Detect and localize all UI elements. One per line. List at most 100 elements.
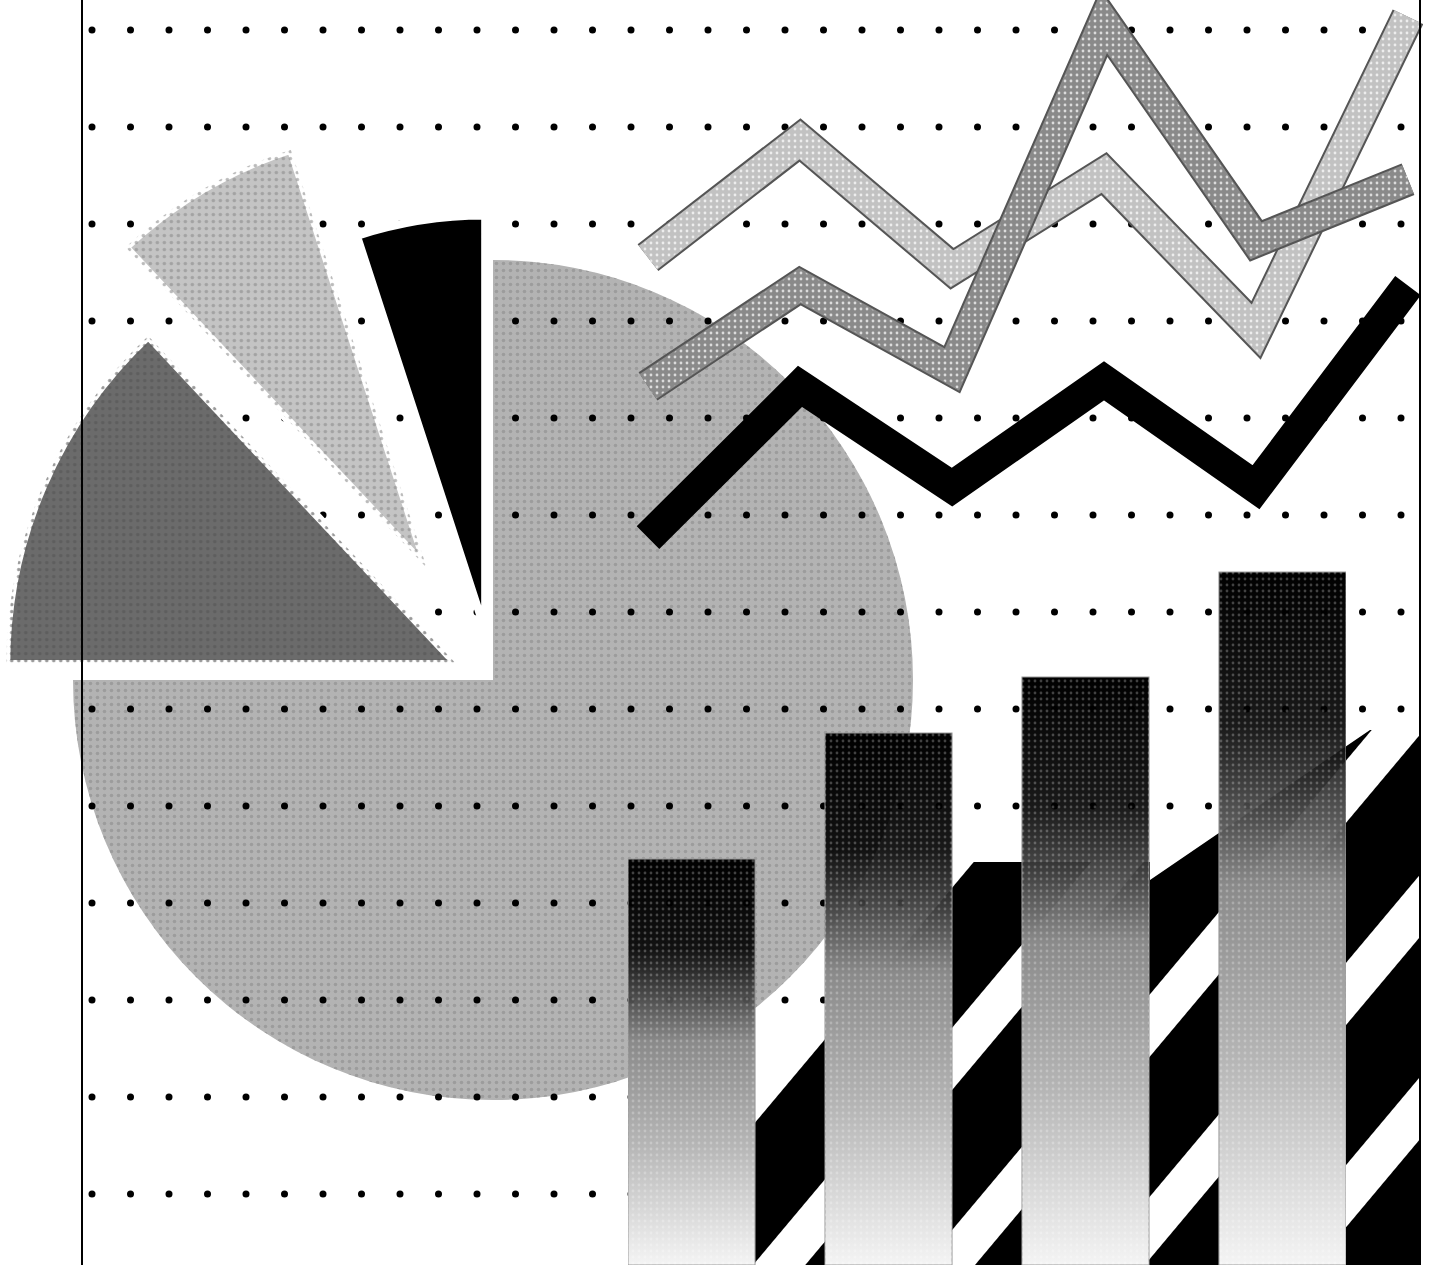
grid-dot xyxy=(897,415,904,422)
grid-dot xyxy=(243,900,250,907)
grid-dot xyxy=(1090,221,1097,228)
grid-dot xyxy=(1128,609,1135,616)
slice-texture xyxy=(126,150,427,568)
grid-dot xyxy=(1205,124,1212,131)
grid-dot xyxy=(281,900,288,907)
line-outline xyxy=(648,22,1408,386)
grid-dot xyxy=(974,609,981,616)
grid-dot xyxy=(782,221,789,228)
grid-dot xyxy=(281,124,288,131)
bar xyxy=(825,733,952,1265)
grid-dot xyxy=(666,609,673,616)
grid-dot xyxy=(859,512,866,519)
grid-dot xyxy=(743,221,750,228)
frame-line xyxy=(81,0,83,1265)
grid-dot xyxy=(1013,803,1020,810)
grid-dot xyxy=(1128,512,1135,519)
grid-dot xyxy=(243,27,250,34)
grid-dot xyxy=(551,124,558,131)
grid-dot xyxy=(435,512,442,519)
grid-dot xyxy=(1013,512,1020,519)
grid-dot xyxy=(705,512,712,519)
grid-dot xyxy=(589,609,596,616)
grid-dot xyxy=(1167,27,1174,34)
grid-dot xyxy=(320,27,327,34)
grid-dot xyxy=(820,706,827,713)
grid-dot xyxy=(243,124,250,131)
grid-dot xyxy=(1359,512,1366,519)
grid-dot xyxy=(474,900,481,907)
grid-dot xyxy=(204,1094,211,1101)
grid-dot xyxy=(512,706,519,713)
grid-dot xyxy=(127,1094,134,1101)
grid-dot xyxy=(782,997,789,1004)
grid-dot xyxy=(435,803,442,810)
grid-dot xyxy=(551,1191,558,1198)
grid-dot xyxy=(936,512,943,519)
grid-dot xyxy=(551,803,558,810)
grid-dot xyxy=(551,415,558,422)
grid-dot xyxy=(474,997,481,1004)
grid-dot xyxy=(1205,318,1212,325)
grid-dot xyxy=(281,27,288,34)
bar xyxy=(1219,572,1346,1265)
grid-dot xyxy=(628,221,635,228)
grid-dot xyxy=(474,124,481,131)
grid-dot xyxy=(1321,318,1328,325)
grid-dot xyxy=(204,997,211,1004)
grid-dot xyxy=(243,1191,250,1198)
grid-dot xyxy=(628,124,635,131)
grid-dot xyxy=(89,803,96,810)
grid-dot xyxy=(1205,221,1212,228)
line-texture xyxy=(648,22,1408,386)
grid-dot xyxy=(89,997,96,1004)
grid-dot xyxy=(628,609,635,616)
grid-dot xyxy=(243,997,250,1004)
grid-dot xyxy=(666,27,673,34)
grid-dot xyxy=(743,124,750,131)
grid-dot xyxy=(782,706,789,713)
grid-dot xyxy=(628,512,635,519)
grid-dot xyxy=(974,221,981,228)
grid-dot xyxy=(897,706,904,713)
pie-slice xyxy=(357,216,485,631)
grid-dot xyxy=(974,512,981,519)
grid-dot xyxy=(320,1094,327,1101)
grid-dot xyxy=(89,27,96,34)
plot-lines xyxy=(648,17,1408,538)
grid-dot xyxy=(1128,124,1135,131)
grid-dot xyxy=(435,609,442,616)
grid-dot xyxy=(1167,803,1174,810)
grid-dot xyxy=(512,1191,519,1198)
grid-dot xyxy=(1244,27,1251,34)
plot-bars xyxy=(628,572,1346,1265)
grid-dot xyxy=(166,1191,173,1198)
grid-dot xyxy=(1167,609,1174,616)
pie-slice xyxy=(126,150,427,568)
grid-dot xyxy=(589,900,596,907)
canvas xyxy=(0,0,1444,1265)
grid-dot xyxy=(859,706,866,713)
grid-dot xyxy=(127,27,134,34)
grid-dot xyxy=(1205,27,1212,34)
grid-dot xyxy=(320,706,327,713)
grid-dot xyxy=(1398,415,1405,422)
grid-dot xyxy=(936,124,943,131)
grid-dot xyxy=(897,124,904,131)
grid-dot xyxy=(358,124,365,131)
grid-dot xyxy=(474,803,481,810)
grid-dot xyxy=(628,706,635,713)
grid-dot xyxy=(628,318,635,325)
grid-dot xyxy=(166,803,173,810)
grid-dot xyxy=(1167,512,1174,519)
pie-slice-group xyxy=(126,150,427,568)
grid-dot xyxy=(358,803,365,810)
grid-dot xyxy=(551,706,558,713)
grid-dot xyxy=(1013,124,1020,131)
grid-dot xyxy=(1205,706,1212,713)
grid-dot xyxy=(512,803,519,810)
grid-dot xyxy=(1321,124,1328,131)
bar xyxy=(1022,677,1149,1265)
grid-dot xyxy=(89,1094,96,1101)
grid-dot xyxy=(936,318,943,325)
